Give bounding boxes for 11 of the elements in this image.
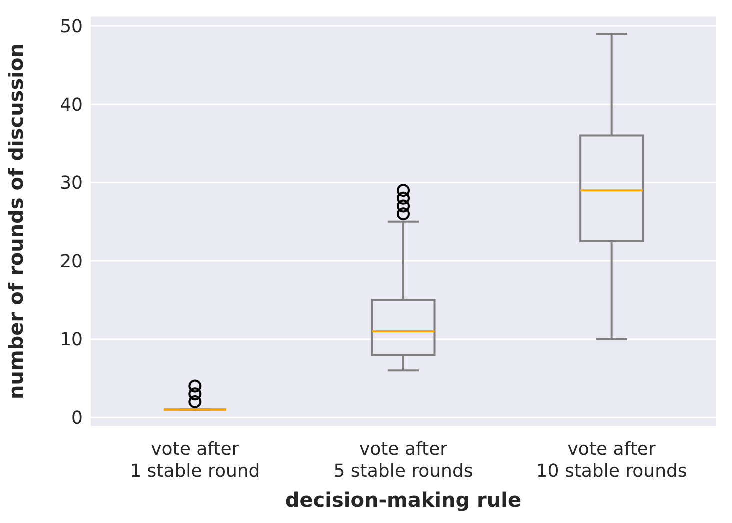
y-tick-label: 50 (60, 16, 83, 38)
y-tick-label: 30 (60, 173, 83, 194)
y-tick-label: 20 (60, 251, 83, 272)
y-tick-label: 0 (72, 408, 83, 429)
x-tick-label: vote after 1 stable round (130, 439, 260, 482)
x-tick-label: vote after 10 stable rounds (536, 439, 688, 482)
y-tick-label: 40 (60, 94, 83, 116)
y-axis-title: number of rounds of discussion (4, 44, 28, 400)
x-axis-title: decision-making rule (285, 488, 522, 512)
x-tick-label: vote after 5 stable rounds (334, 439, 474, 482)
y-tick-label: 10 (60, 330, 83, 351)
